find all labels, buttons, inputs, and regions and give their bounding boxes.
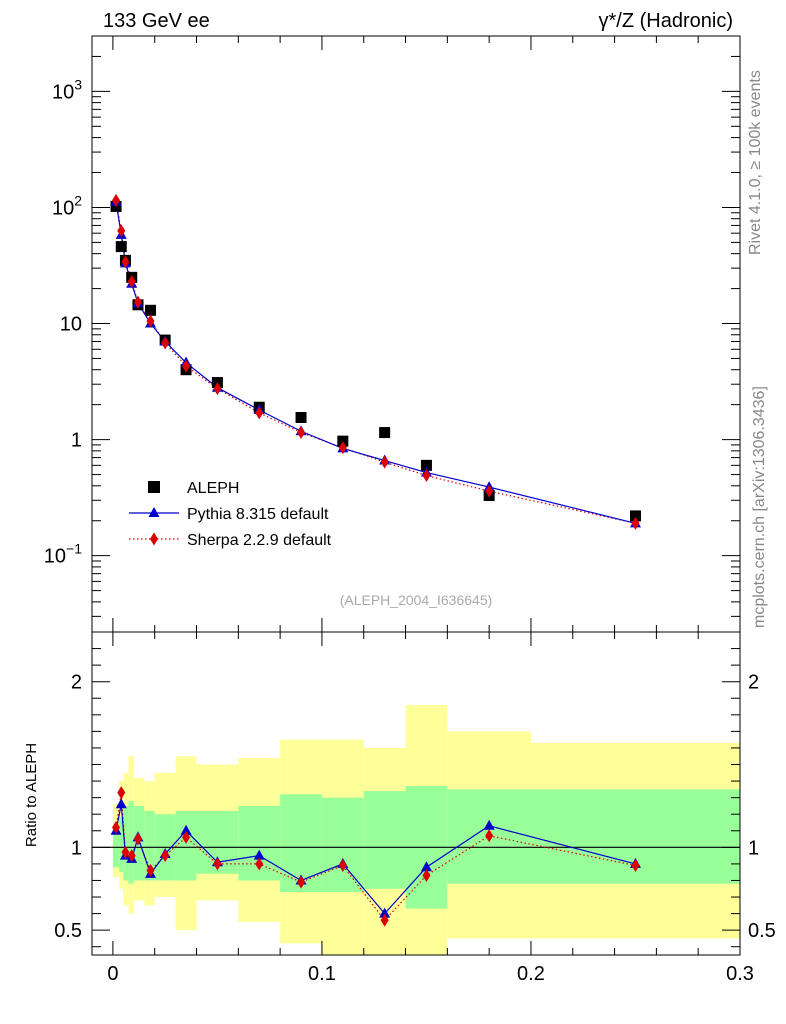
sherpa-point	[117, 224, 126, 238]
sherpa-point	[485, 484, 494, 498]
x-tick-label: 0.1	[308, 963, 336, 985]
header-right-title: γ*/Z (Hadronic)	[599, 10, 733, 32]
header-left-title: 133 GeV ee	[103, 10, 210, 32]
sherpa-point	[182, 359, 191, 373]
aleph-data-point	[145, 304, 157, 316]
sherpa-ratio-point	[121, 845, 130, 859]
sherpa-ratio-point	[422, 868, 431, 882]
sherpa-point	[127, 275, 136, 289]
sherpa-ratio-point	[117, 786, 126, 800]
ratio-y-tick-label-right: 2	[748, 672, 759, 694]
pythia-ratio-point	[115, 798, 127, 809]
inner-band-bin	[363, 791, 406, 889]
ratio-y-tick-label: 1	[71, 837, 82, 859]
pythia-ratio-point	[180, 824, 192, 835]
x-tick-label: 0.3	[726, 963, 754, 985]
pythia-line	[115, 201, 636, 524]
sherpa-point	[121, 255, 130, 269]
sherpa-ratio-point	[182, 830, 191, 844]
ratio-panel-content	[92, 786, 740, 927]
legend-label: Pythia 8.315 default	[187, 506, 329, 523]
ratio-frame	[91, 631, 741, 956]
sherpa-point	[297, 426, 306, 440]
main-y-tick-label: 102	[52, 192, 82, 219]
sherpa-ratio-point	[297, 875, 306, 889]
legend-sherpa-marker	[150, 532, 158, 546]
sherpa-point	[112, 193, 121, 207]
mcplots-label: mcplots.cern.ch [arXiv:1306.3436]	[751, 386, 768, 628]
sherpa-ratio-point	[127, 849, 136, 863]
sherpa-ratio-point	[255, 857, 264, 871]
sherpa-point	[338, 441, 347, 455]
ratio-y-tick-label-right: 0.5	[748, 920, 776, 942]
sherpa-point	[146, 314, 155, 328]
inner-band-bin	[321, 797, 364, 893]
sherpa-ratio-point	[380, 913, 389, 927]
aleph-data-point	[420, 459, 432, 471]
x-tick-label: 0	[107, 963, 118, 985]
main-y-tick-label: 1	[71, 430, 82, 452]
ratio-y-tick-label: 0.5	[54, 920, 82, 942]
main-y-tick-label: 10	[60, 314, 82, 336]
sherpa-ratio-point	[485, 829, 494, 843]
sherpa-ratio-point	[112, 820, 121, 834]
ratio-uncertainty-bands	[112, 704, 740, 955]
aleph-data-point	[295, 412, 307, 424]
sherpa-ratio-point	[213, 857, 222, 871]
sherpa-ratio-point	[146, 864, 155, 878]
sherpa-point	[255, 406, 264, 420]
aleph-data-point	[629, 510, 641, 522]
sherpa-ratio-point	[161, 849, 170, 863]
sherpa-point	[161, 336, 170, 350]
pythia-ratio-point	[483, 819, 495, 830]
legend-aleph-marker	[148, 481, 160, 493]
main-y-tick-label: 103	[52, 76, 82, 103]
inner-band-bin	[175, 810, 197, 881]
pythia-ratio-point	[253, 849, 265, 860]
inner-band-bin	[119, 817, 124, 873]
legend-label: ALEPH	[187, 480, 239, 497]
sherpa-line	[115, 200, 636, 524]
pythia-ratio-point	[420, 861, 432, 872]
aleph-data-point	[379, 427, 391, 439]
inner-band-bin	[128, 800, 134, 884]
sherpa-ratio-point	[631, 859, 640, 873]
analysis-tag: (ALEPH_2004_I636645)	[340, 592, 493, 608]
x-tick-label: 0.2	[517, 963, 545, 985]
sherpa-point	[133, 295, 142, 309]
inner-band-bin	[123, 805, 129, 881]
sherpa-point	[422, 469, 431, 483]
ratio-y-tick-label: 2	[71, 672, 82, 694]
rivet-version-label: Rivet 4.1.0, ≥ 100k events	[747, 70, 764, 255]
aleph-data-point	[337, 435, 349, 447]
ratio-ylabel: Ratio to ALEPH	[23, 743, 40, 847]
inner-band-bin	[144, 810, 155, 881]
main-y-tick-label: 10−1	[44, 541, 82, 568]
sherpa-point	[213, 382, 222, 396]
axes: 0 0.1 0.2 0.3 10−1 1 10 102 103 0.5 0.5 1 1 2 2	[44, 35, 776, 985]
sherpa-point	[380, 455, 389, 469]
legend-label: Sherpa 2.2.9 default	[187, 532, 332, 549]
ratio-y-tick-label-right: 1	[748, 837, 759, 859]
main-panel-content	[110, 193, 641, 530]
sherpa-ratio-point	[133, 832, 142, 846]
sherpa-ratio-point	[338, 859, 347, 873]
legend: ALEPH Pythia 8.315 default Sherpa 2.2.9 de…	[129, 480, 332, 549]
pythia-ratio-point	[379, 907, 391, 918]
aleph-data-point	[115, 241, 127, 253]
sherpa-point	[631, 516, 640, 530]
legend-pythia-marker	[148, 507, 160, 517]
